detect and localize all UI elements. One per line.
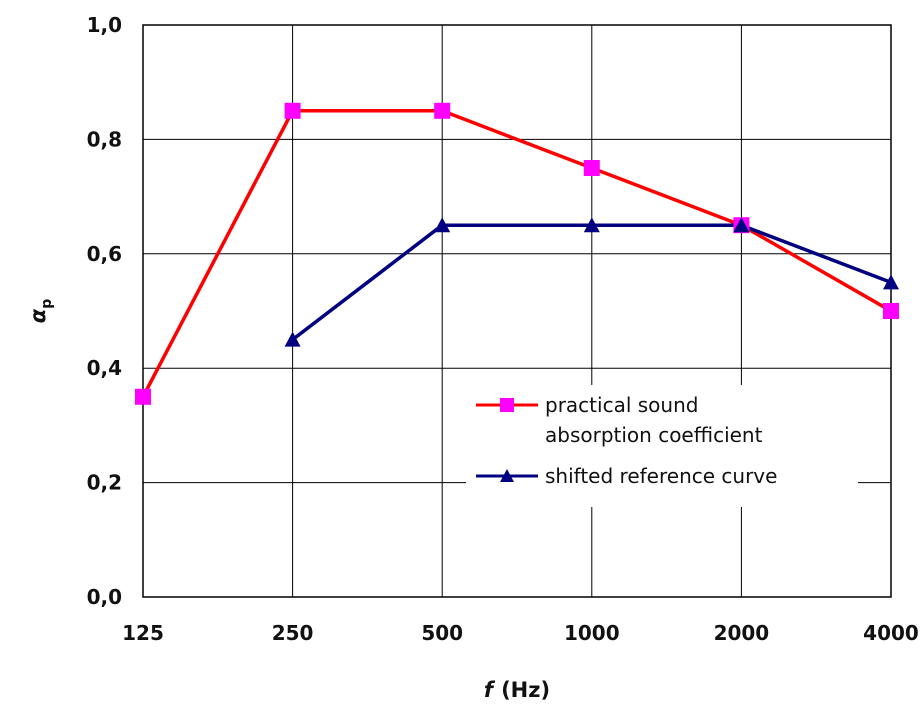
y-axis-symbol: α	[26, 308, 50, 323]
y-tick-label: 0,6	[87, 242, 122, 266]
y-tick-label: 0,0	[87, 585, 122, 609]
data-point-square	[135, 388, 151, 405]
y-tick-label: 0,2	[87, 471, 122, 495]
series-line-0	[141, 109, 892, 398]
data-point-triangle	[583, 217, 600, 233]
data-point-square	[284, 102, 301, 119]
data-point-triangle	[434, 217, 451, 233]
x-tick-label: 2000	[714, 621, 770, 645]
svg-text:αp: αp	[26, 299, 55, 323]
x-axis-title: f (Hz)	[484, 678, 550, 702]
data-point-square	[434, 102, 451, 119]
y-tick-label: 0,4	[87, 356, 122, 380]
y-tick-label: 1,0	[87, 13, 122, 37]
legend-marker-triangle	[500, 469, 514, 482]
legend-label-practical-line2: absorption coefficient	[545, 423, 763, 447]
y-axis-subscript: p	[39, 299, 55, 309]
data-point-square	[883, 303, 899, 319]
y-axis-title: αp	[26, 299, 55, 323]
plot-area	[143, 25, 891, 597]
legend-label-shifted: shifted reference curve	[545, 464, 777, 488]
y-tick-label: 0,8	[87, 127, 122, 151]
data-point-triangle	[733, 217, 750, 233]
data-point-triangle	[284, 331, 301, 347]
legend-label-practical-line1: practical sound	[545, 393, 698, 417]
legend-marker-square	[500, 398, 514, 412]
x-tick-label: 500	[421, 621, 463, 645]
series-layer	[135, 102, 899, 405]
x-axis-symbol: f	[484, 678, 496, 702]
legend: practical sound absorption coefficient s…	[466, 385, 858, 507]
x-tick-label: 250	[272, 621, 314, 645]
x-axis-unit: (Hz)	[501, 678, 550, 702]
data-point-square	[583, 160, 600, 176]
x-tick-label: 4000	[863, 621, 919, 645]
x-tick-label: 1000	[564, 621, 620, 645]
tick-labels: 0,0 0,2 0,4 0,6 0,8 1,0 125 250 500 1000 2000 4000	[87, 13, 919, 645]
x-tick-label: 125	[122, 621, 164, 645]
data-point-triangle	[883, 274, 899, 290]
